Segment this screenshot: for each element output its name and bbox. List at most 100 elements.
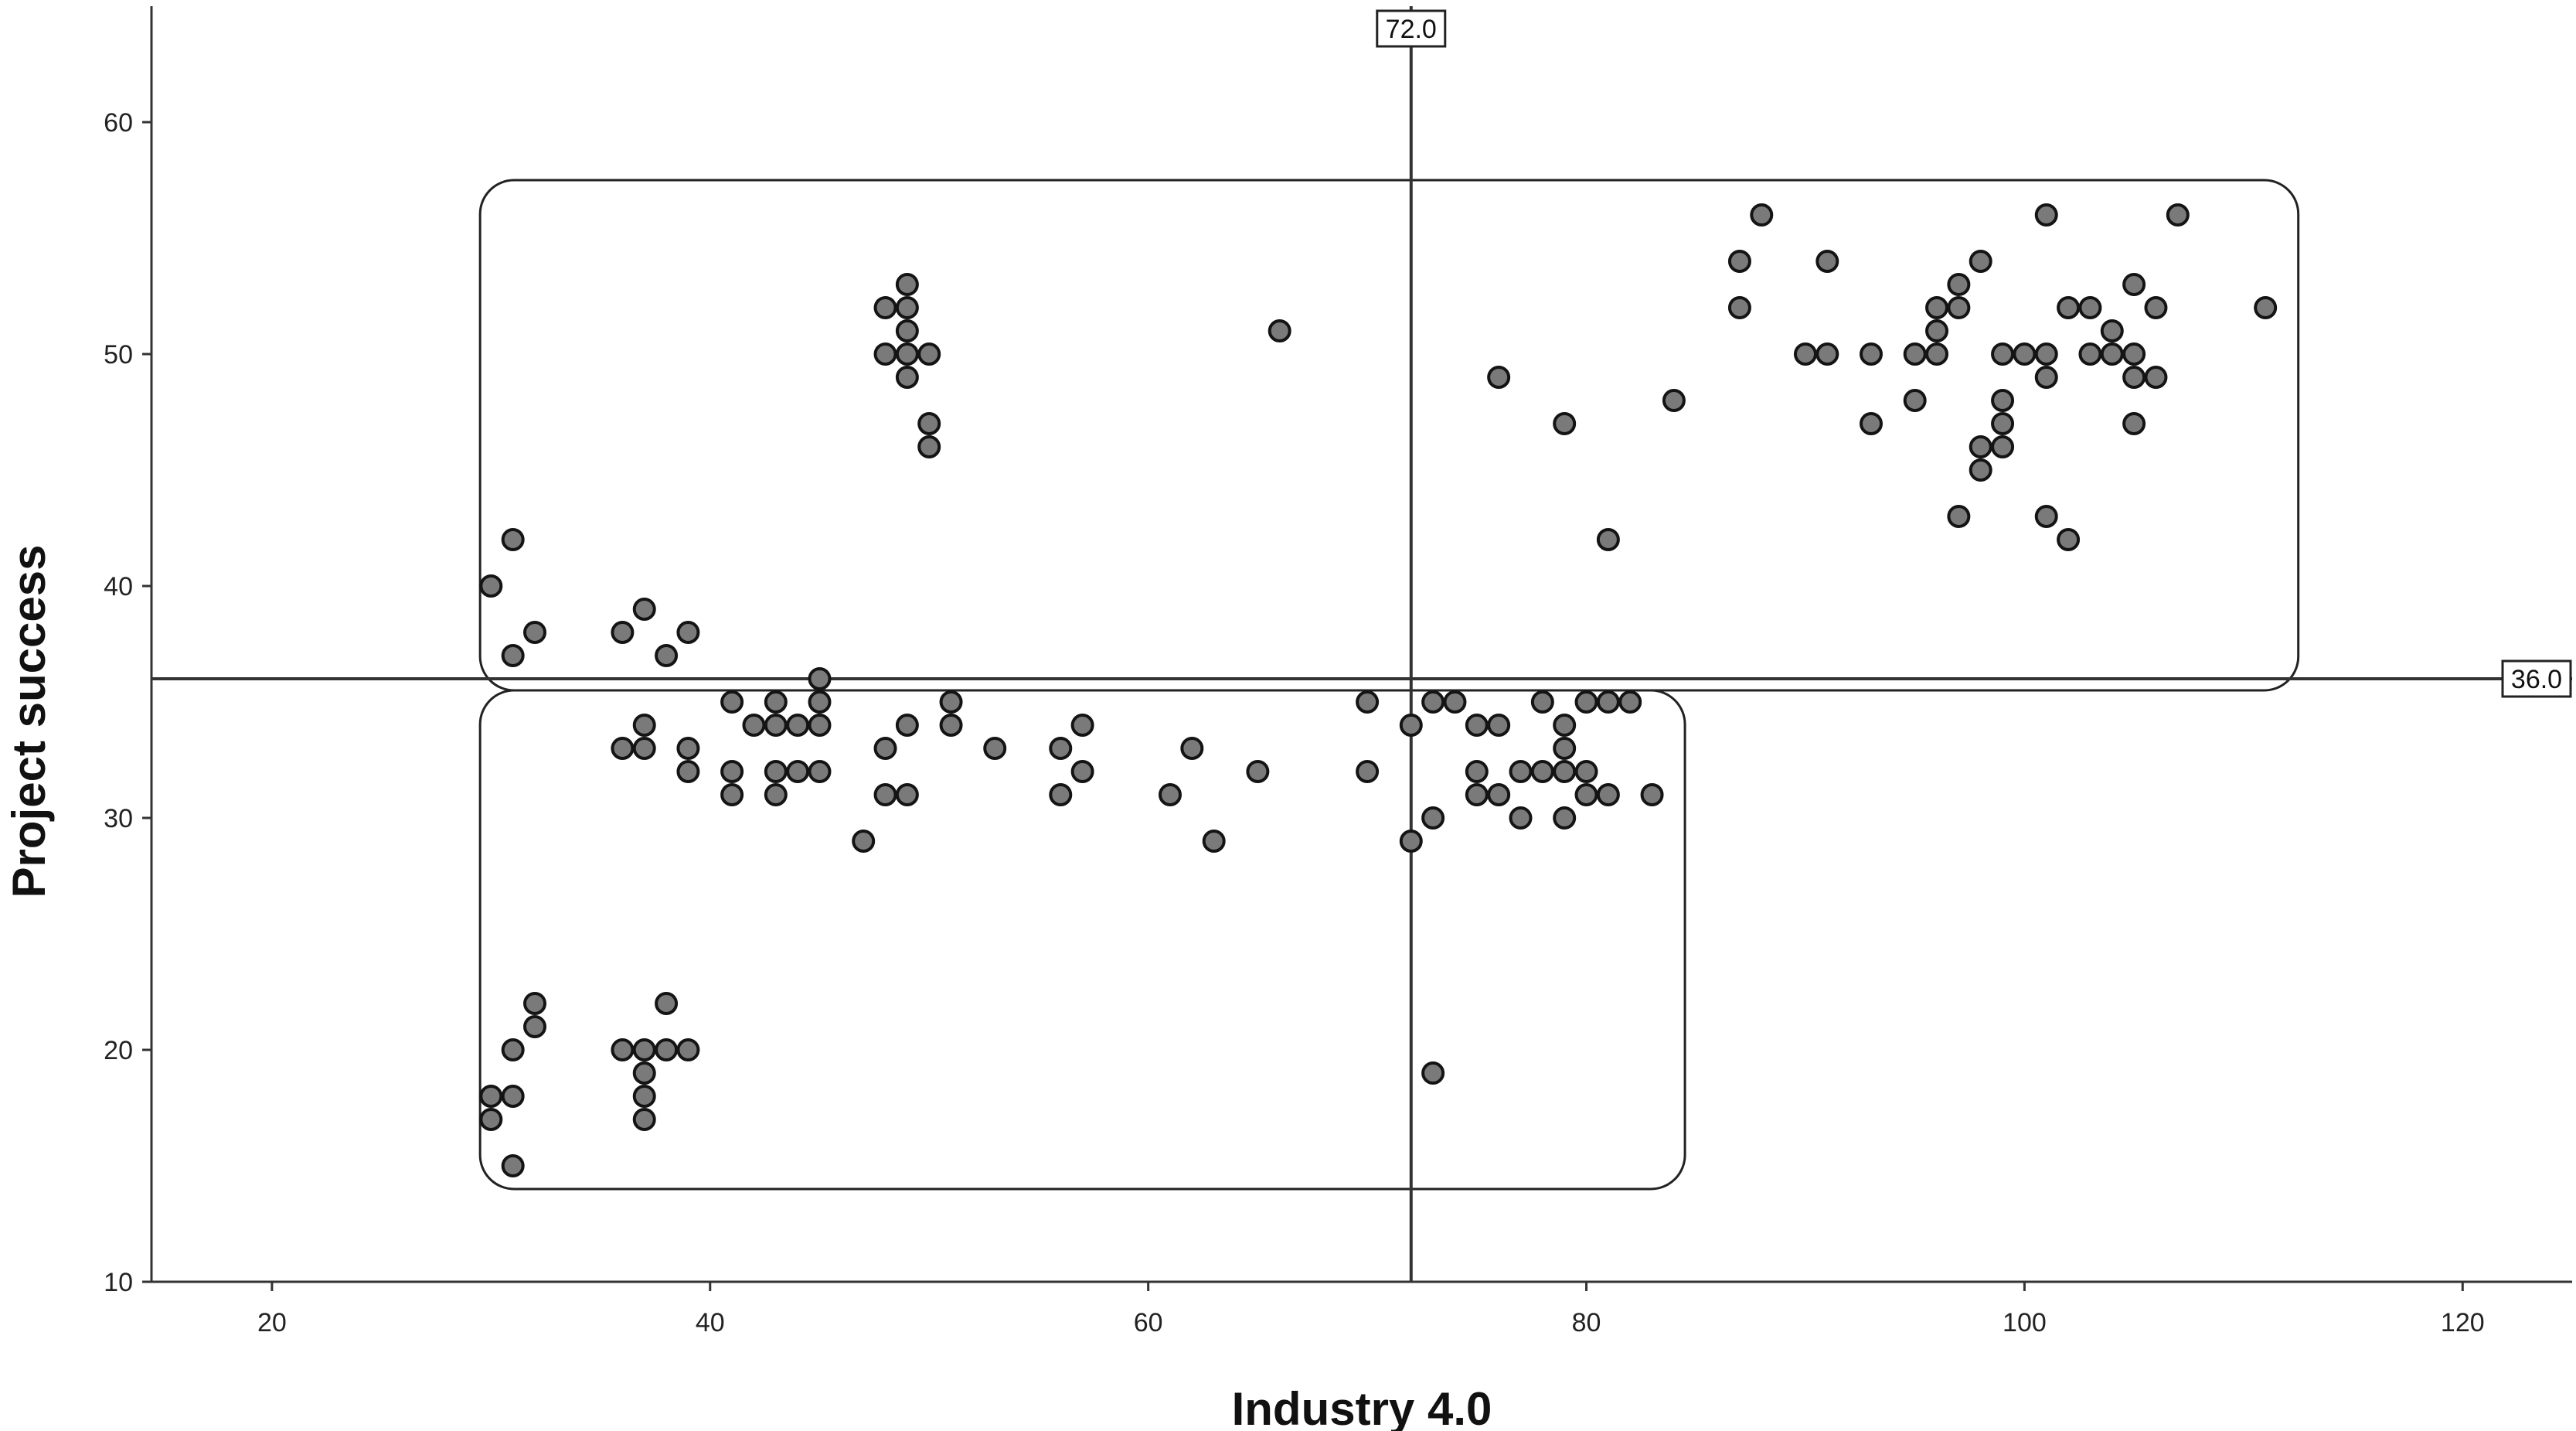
reference-label-vertical: 72.0	[1386, 15, 1437, 44]
data-point	[873, 737, 897, 760]
region-box	[478, 179, 2300, 692]
data-point	[523, 621, 547, 644]
data-point	[895, 714, 919, 737]
data-point	[501, 1154, 525, 1177]
data-point	[1574, 690, 1598, 714]
data-point	[1727, 250, 1751, 273]
data-point	[917, 435, 941, 458]
data-point	[720, 760, 744, 783]
data-point	[1443, 690, 1467, 714]
data-point	[632, 714, 656, 737]
data-point	[1793, 342, 1817, 366]
data-point	[1399, 830, 1423, 853]
data-point	[1903, 389, 1927, 412]
data-point	[1991, 435, 2015, 458]
reference-label-box	[2501, 659, 2572, 698]
data-point	[1421, 1061, 1445, 1085]
data-point	[2122, 366, 2146, 389]
data-point	[1815, 342, 1839, 366]
x-axis-title: Industry 4.0	[1232, 1383, 1492, 1431]
data-point	[1509, 806, 1533, 830]
data-point	[479, 574, 503, 598]
data-point	[895, 366, 919, 389]
data-point	[676, 1038, 700, 1061]
data-points	[479, 203, 2278, 1177]
y-tick-label: 10	[104, 1268, 133, 1297]
data-point	[1268, 319, 1291, 342]
data-point	[2057, 528, 2081, 551]
data-point	[1509, 760, 1533, 783]
data-point	[873, 342, 897, 366]
data-point	[1070, 714, 1094, 737]
data-point	[1859, 412, 1883, 435]
y-tick-label: 40	[104, 572, 133, 601]
data-point	[632, 1108, 656, 1131]
data-point	[1925, 296, 1949, 319]
x-tick-label: 20	[257, 1308, 287, 1337]
data-point	[742, 714, 766, 737]
data-point	[1925, 342, 1949, 366]
data-point	[1530, 760, 1554, 783]
data-point	[1662, 389, 1686, 412]
data-point	[1421, 690, 1445, 714]
data-point	[2100, 319, 2124, 342]
axes	[150, 6, 2572, 1283]
data-point	[1356, 690, 1380, 714]
data-point	[1487, 714, 1511, 737]
data-point	[1487, 366, 1511, 389]
data-point	[655, 1038, 679, 1061]
data-point	[895, 319, 919, 342]
data-point	[2013, 342, 2037, 366]
data-point	[2078, 296, 2102, 319]
data-point	[1947, 505, 1971, 528]
data-point	[808, 714, 832, 737]
data-point	[895, 783, 919, 806]
data-point	[632, 1061, 656, 1085]
region-box	[478, 689, 1686, 1191]
data-point	[2122, 273, 2146, 296]
data-point	[611, 737, 635, 760]
data-point	[501, 1038, 525, 1061]
data-point	[764, 783, 788, 806]
data-point	[1574, 760, 1598, 783]
data-point	[632, 737, 656, 760]
data-point	[808, 690, 832, 714]
data-point	[720, 690, 744, 714]
data-point	[917, 412, 941, 435]
axis-ticks: 10 20 30 40 50 60 20 40 60 80 100 120	[104, 108, 2484, 1337]
data-point	[1859, 342, 1883, 366]
data-point	[1180, 737, 1204, 760]
data-point	[1158, 783, 1182, 806]
y-tick-label: 30	[104, 804, 133, 833]
data-point	[2034, 203, 2058, 227]
data-point	[2078, 342, 2102, 366]
data-point	[895, 296, 919, 319]
x-tick-label: 60	[1134, 1308, 1163, 1337]
data-point	[523, 1015, 547, 1038]
data-point	[1815, 250, 1839, 273]
data-point	[808, 667, 832, 690]
data-point	[1553, 760, 1577, 783]
reference-label-box	[1376, 9, 1447, 48]
data-point	[895, 273, 919, 296]
data-point	[1049, 737, 1073, 760]
data-point	[611, 1038, 635, 1061]
data-point	[720, 783, 744, 806]
data-point	[676, 621, 700, 644]
y-tick-label: 60	[104, 108, 133, 138]
data-point	[1421, 806, 1445, 830]
data-point	[2254, 296, 2278, 319]
data-point	[1991, 389, 2015, 412]
data-point	[1925, 319, 1949, 342]
data-point	[655, 644, 679, 667]
data-point	[2034, 366, 2058, 389]
data-point	[2100, 342, 2124, 366]
data-point	[2057, 296, 2081, 319]
data-point	[1553, 806, 1577, 830]
data-point	[786, 760, 810, 783]
data-point	[632, 598, 656, 621]
data-point	[1553, 412, 1577, 435]
data-point	[611, 621, 635, 644]
data-point	[523, 992, 547, 1015]
data-point	[1969, 250, 1992, 273]
